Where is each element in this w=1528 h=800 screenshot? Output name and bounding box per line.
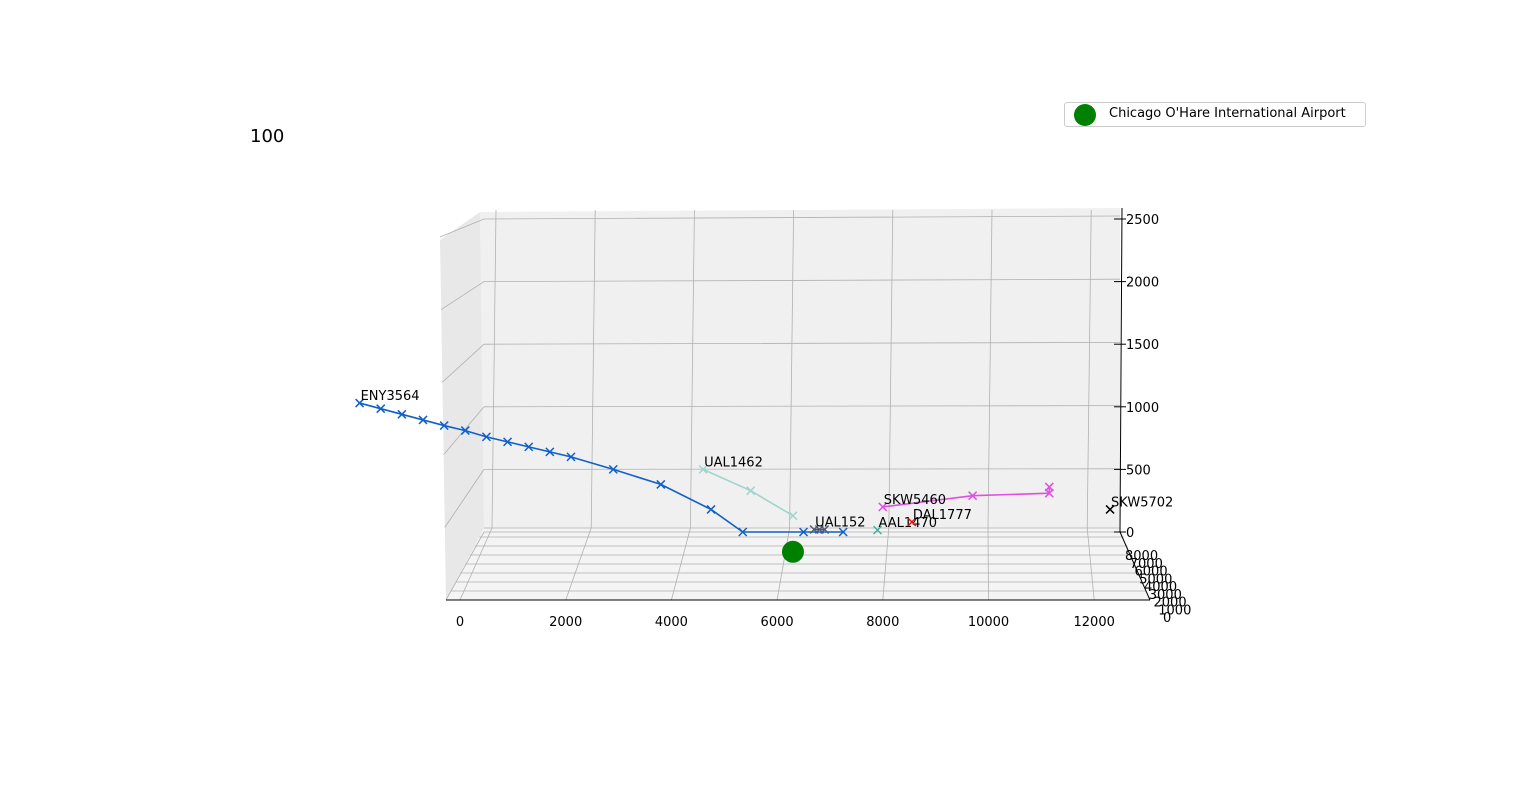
x-tick-label: 4000: [655, 615, 688, 630]
y-tick-label: 4000: [1144, 580, 1177, 595]
grid-z-side-line: [440, 281, 485, 310]
flight-point-marker: [746, 486, 756, 496]
flight-point-marker: [738, 527, 748, 537]
flight-point-marker: [460, 426, 470, 436]
flight-track-eny3564: ENY3564: [355, 389, 848, 537]
flight-point-marker: [838, 527, 848, 537]
flight-track-ual152: UAL152: [809, 515, 866, 535]
y-tick-label: 5000: [1139, 572, 1172, 587]
flight-point-marker: [481, 432, 491, 442]
flight-point-marker: [503, 437, 513, 447]
flight-point-marker: [376, 404, 386, 414]
flight-point-marker: [439, 421, 449, 431]
flight-label: SKW5702: [1111, 495, 1173, 510]
grid-z-side-line: [439, 218, 485, 238]
x-tick-label: 0: [456, 615, 464, 630]
flight-point-marker: [706, 504, 716, 514]
legend: Chicago O'Hare International Airport: [1064, 102, 1366, 127]
flight-label: DAL1777: [913, 508, 972, 523]
flight-point-marker: [820, 524, 830, 535]
grid-x-wall-line: [789, 209, 794, 529]
grid-x-wall-line: [888, 209, 894, 529]
flight-point-marker: [397, 409, 407, 419]
z-tick-label: 2500: [1126, 213, 1159, 228]
airport-marker-group: [781, 540, 804, 563]
flight-label: AAL1470: [879, 516, 937, 531]
flight-track-aal1470: AAL1470: [872, 516, 937, 535]
legend-airport-label: Chicago O'Hare International Airport: [1109, 106, 1346, 121]
flight-point-marker: [1105, 504, 1115, 514]
flight-label: UAL152: [815, 515, 865, 530]
flight-track-skw5702: SKW5702: [1105, 495, 1173, 514]
grid-x-wall-line: [590, 209, 596, 529]
legend-airport-marker: [1074, 104, 1096, 126]
axes-grid: [439, 209, 1150, 601]
grid-z-back-line: [483, 341, 1121, 345]
axes-lines: [446, 207, 1151, 601]
z-tick-label: 1500: [1126, 338, 1159, 353]
flight-track-ual1462: UAL1462: [698, 455, 798, 521]
z-tick-label: 500: [1126, 463, 1151, 478]
flight-point-marker: [878, 502, 888, 512]
y-tick-label: 1000: [1158, 603, 1191, 618]
flight-point-marker: [545, 447, 555, 457]
flight-point-marker: [798, 527, 809, 537]
grid-x-wall-line: [987, 209, 993, 529]
flight-point-marker: [968, 491, 978, 501]
airport-marker: [781, 540, 804, 563]
flight-point-marker: [608, 464, 618, 474]
x-tick-label: 2000: [549, 615, 582, 630]
grid-z-back-line: [483, 215, 1121, 220]
z-tick-label: 0: [1126, 526, 1134, 541]
x-tick-label: 12000: [1074, 615, 1115, 630]
x-tick-label: 10000: [968, 615, 1009, 630]
grid-z-back-line: [483, 468, 1121, 470]
flight-point-marker: [656, 479, 666, 489]
grid-z-back-line: [483, 405, 1121, 408]
flight-track-skw5460: SKW5460: [878, 482, 1054, 512]
y-axis-line: [1119, 531, 1151, 601]
grid-x-wall-line: [1086, 209, 1092, 529]
flight-point-marker: [1044, 482, 1054, 492]
flight-point-marker: [698, 464, 708, 474]
z-tick-label: 1000: [1126, 401, 1159, 416]
flight-point-marker: [872, 525, 883, 535]
y-tick-label: 8000: [1125, 549, 1158, 564]
x-tick-label: 6000: [761, 615, 794, 630]
y-tick-label: 7000: [1130, 557, 1163, 572]
grid-z-side-line: [442, 343, 485, 383]
x-tick-label: 8000: [866, 615, 899, 630]
flight-point-marker: [907, 517, 917, 527]
flight-tracks: ENY3564 UAL1462 UAL152 AAL1470DAL1777SKW546…: [355, 389, 1173, 537]
back-wall-pane: [480, 208, 1120, 528]
side-wall-pane: [440, 212, 484, 600]
flight-point-marker: [418, 415, 428, 425]
grid-x-wall-line: [491, 209, 497, 529]
flight-track-dal1777: DAL1777: [907, 508, 972, 527]
y-tick-label: 2000: [1154, 596, 1187, 611]
flight-track-line: [882, 486, 1051, 508]
flight-point-marker: [788, 511, 798, 521]
y-tick-label: 6000: [1135, 565, 1168, 580]
flight-point-marker: [524, 442, 534, 452]
flight-label: SKW5460: [884, 493, 946, 508]
y-tick-label: 3000: [1149, 588, 1182, 603]
frame-label: 100: [250, 126, 284, 147]
flight-label: UAL1462: [704, 455, 763, 470]
flight-label: ENY3564: [361, 389, 420, 404]
grid-x-wall-line: [690, 209, 695, 529]
axes-ticks: 0 2000 4000 6000 8000 10000 120000500100015002…: [456, 213, 1191, 630]
grid-z-side-line: [444, 469, 485, 528]
flight-point-marker: [355, 398, 365, 408]
grid-z-side-line: [445, 531, 485, 601]
flight-point-marker: [566, 452, 576, 462]
z-axis-line: [1119, 207, 1123, 533]
grid-z-back-line: [483, 278, 1121, 283]
y-tick-label: 0: [1163, 611, 1171, 626]
z-tick-label: 2000: [1126, 276, 1159, 291]
